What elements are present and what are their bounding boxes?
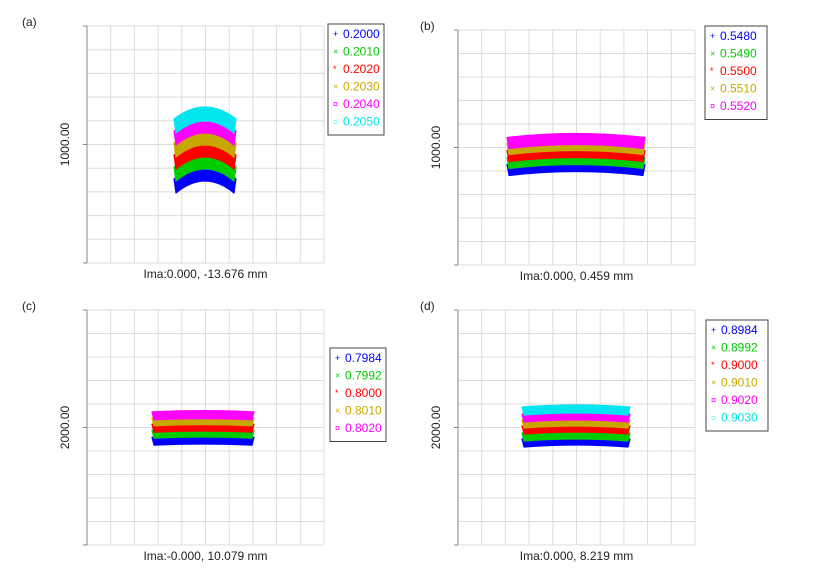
image-field-caption: Ima:0.000, 0.459 mm xyxy=(520,269,633,283)
legend-marker: ¤ xyxy=(335,423,340,433)
legend-entry: 0.9030 xyxy=(721,411,758,425)
y-axis-label: 1000.00 xyxy=(429,125,443,169)
spot-panel-a: (a) 1000.00 Ima:0.000, -13.676 mm + 0.2000 × 0… xyxy=(22,15,385,281)
legend-entry: 0.2010 xyxy=(343,45,380,59)
panel-label: (b) xyxy=(420,19,435,33)
panel-label: (a) xyxy=(22,15,37,29)
spot-band-0.2050 xyxy=(173,106,237,134)
legend-marker: ○ xyxy=(711,413,716,423)
legend-entry: 0.2030 xyxy=(343,80,380,94)
legend-entry: 0.8000 xyxy=(345,386,382,400)
legend-marker: ¤ xyxy=(710,101,715,111)
image-field-caption: Ima:-0.000, 10.079 mm xyxy=(143,549,267,563)
legend-marker: ○ xyxy=(333,117,338,127)
legend-marker: * xyxy=(710,66,714,76)
legend-marker: × xyxy=(711,343,716,353)
legend-marker: + xyxy=(333,29,338,39)
image-field-caption: Ima:0.000, 8.219 mm xyxy=(520,549,633,563)
legend-marker: * xyxy=(335,388,339,398)
panel-label: (c) xyxy=(22,299,36,313)
spot-band-0.5520 xyxy=(506,132,646,150)
panel-label: (d) xyxy=(420,299,435,313)
legend: +0.7984 × 0.7992 * 0.8000 × 0.8010 ¤ 0.8020 xyxy=(329,347,387,442)
legend-entry: 0.2040 xyxy=(343,97,380,111)
y-axis-label: 2000.00 xyxy=(429,405,443,449)
legend-marker: * xyxy=(333,64,337,74)
legend-marker: + xyxy=(335,353,340,363)
legend-entry: 0.5500 xyxy=(720,64,757,78)
spot-panel-b: (b) 1000.00 Ima:0.000, 0.459 mm + 0.5480 × 0.5… xyxy=(420,19,768,283)
legend-entry: 0.9020 xyxy=(721,393,758,407)
legend-entry: 0.9000 xyxy=(721,358,758,372)
legend-entry: 0.7984 xyxy=(345,351,382,365)
legend-entry: 0.7992 xyxy=(345,369,382,383)
legend-marker: + xyxy=(711,325,716,335)
legend-marker: ¤ xyxy=(711,395,716,405)
legend-entry: 0.2020 xyxy=(343,62,380,76)
spot-band-0.9030 xyxy=(521,404,631,416)
spot-panel-d: (d) 2000.00 Ima:0.000, 8.219 mm + 0.8984 × 0.8… xyxy=(420,299,769,563)
legend-marker: × xyxy=(333,82,338,92)
legend-entry: 0.9010 xyxy=(721,376,758,390)
plot-grid xyxy=(457,29,696,266)
legend-entry: 0.8984 xyxy=(721,323,758,337)
legend-entry: 0.8010 xyxy=(345,404,382,418)
legend: +0.2000 × 0.2010 * 0.2020 × 0.2030 ¤ 0.2040 ○ 0.20… xyxy=(327,23,385,136)
y-axis-label: 2000.00 xyxy=(58,405,72,449)
legend-entry: 0.8992 xyxy=(721,341,758,355)
legend-marker: × xyxy=(711,378,716,388)
spot-band-0.8020 xyxy=(151,410,255,421)
legend: +0.5480 × 0.5490 * 0.5500 × 0.5510 ¤ 0.5520 xyxy=(704,25,768,120)
legend-entry: 0.2000 xyxy=(343,27,380,41)
legend-marker: × xyxy=(710,84,715,94)
legend-entry: 0.8020 xyxy=(345,421,382,435)
legend-entry: 0.5520 xyxy=(720,99,757,113)
legend-entry: 0.2050 xyxy=(343,115,380,129)
legend-marker: × xyxy=(335,371,340,381)
legend-marker: ¤ xyxy=(333,99,338,109)
legend-entry: 0.5480 xyxy=(720,29,757,43)
spot-panel-c: (c) 2000.00 Ima:-0.000, 10.079 mm + 0.7984 × 0… xyxy=(22,299,387,563)
legend-marker: × xyxy=(333,47,338,57)
legend-entry: 0.5510 xyxy=(720,82,757,96)
legend-marker: × xyxy=(710,49,715,59)
legend-entry: 0.5490 xyxy=(720,47,757,61)
legend-marker: + xyxy=(710,31,715,41)
y-axis-label: 1000.00 xyxy=(58,122,72,166)
image-field-caption: Ima:0.000, -13.676 mm xyxy=(143,267,267,281)
legend: +0.8984 × 0.8992 * 0.9000 × 0.9010 ¤ 0.9020 ○ 0.90… xyxy=(705,319,769,432)
legend-marker: * xyxy=(711,360,715,370)
legend-marker: × xyxy=(335,406,340,416)
